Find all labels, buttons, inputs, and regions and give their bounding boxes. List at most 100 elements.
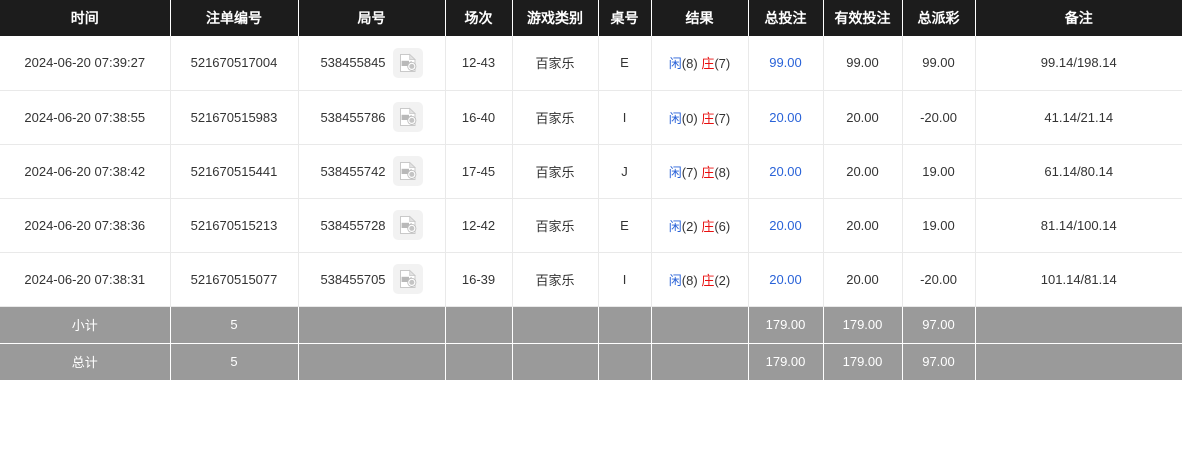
cell-valid-bet: 20.00 xyxy=(823,90,903,145)
result-banker-value: (2) xyxy=(714,272,731,288)
result-player-value: (8) xyxy=(681,56,698,72)
cell-result: 闲(8) 庄(7) xyxy=(651,36,749,91)
cell-remark: 81.14/100.14 xyxy=(975,198,1182,253)
summary-empty-result xyxy=(651,306,749,344)
cell-valid-bet: 20.00 xyxy=(823,252,903,307)
cell-time: 2024-06-20 07:38:36 xyxy=(0,198,171,253)
cell-time: 2024-06-20 07:38:31 xyxy=(0,252,171,307)
cell-total-payout: 19.00 xyxy=(902,144,976,199)
column-header-round_no[interactable]: 局号 xyxy=(298,0,446,36)
summary-label: 总计 xyxy=(0,343,171,380)
column-header-table_no[interactable]: 桌号 xyxy=(598,0,652,36)
total-bet-link[interactable]: 20.00 xyxy=(769,217,802,233)
column-header-result[interactable]: 结果 xyxy=(651,0,749,36)
table-row: 2024-06-20 07:38:36 521670515213 538455728… xyxy=(0,198,1182,253)
video-file-icon[interactable] xyxy=(392,264,423,294)
cell-table-no: E xyxy=(598,36,652,91)
cell-session: 16-39 xyxy=(445,252,513,307)
summary-total-bet: 179.00 xyxy=(748,306,824,344)
summary-empty-game-type xyxy=(512,343,599,380)
cell-table-no: J xyxy=(598,144,652,199)
summary-empty-table-no xyxy=(598,343,652,380)
summary-label: 小计 xyxy=(0,306,171,344)
video-file-icon[interactable] xyxy=(392,210,423,240)
table-header-row: 时间 注单编号 局号 场次 游戏类别 桌号 结果 总投注 有效投注 总派彩 备注 xyxy=(0,0,1182,36)
bet-history-table: 时间 注单编号 局号 场次 游戏类别 桌号 结果 总投注 有效投注 总派彩 备注 2024-06-2… xyxy=(0,0,1182,380)
result-banker-value: (6) xyxy=(714,218,731,234)
cell-result: 闲(7) 庄(8) xyxy=(651,144,749,199)
cell-remark: 101.14/81.14 xyxy=(975,252,1182,307)
column-header-valid_bet[interactable]: 有效投注 xyxy=(823,0,903,36)
cell-valid-bet: 20.00 xyxy=(823,198,903,253)
table-row: 2024-06-20 07:38:55 521670515983 538455786… xyxy=(0,90,1182,145)
cell-game-type: 百家乐 xyxy=(512,252,599,307)
result-player-label: 闲 xyxy=(668,56,682,72)
summary-total-payout: 97.00 xyxy=(902,306,976,344)
summary-empty-table-no xyxy=(598,306,652,344)
result-banker-value: (7) xyxy=(714,56,731,72)
result-banker-label: 庄 xyxy=(701,272,715,288)
cell-total-bet[interactable]: 99.00 xyxy=(748,36,824,91)
cell-game-type: 百家乐 xyxy=(512,36,599,91)
cell-session: 16-40 xyxy=(445,90,513,145)
summary-valid-bet: 179.00 xyxy=(823,306,903,344)
table-header: 时间 注单编号 局号 场次 游戏类别 桌号 结果 总投注 有效投注 总派彩 备注 xyxy=(0,0,1182,36)
cell-total-payout: -20.00 xyxy=(902,252,976,307)
cell-round-no: 538455845 xyxy=(298,36,446,91)
summary-count: 5 xyxy=(170,306,299,344)
column-header-order_no[interactable]: 注单编号 xyxy=(170,0,299,36)
cell-total-bet[interactable]: 20.00 xyxy=(748,144,824,199)
cell-game-type: 百家乐 xyxy=(512,90,599,145)
video-file-icon[interactable] xyxy=(392,47,423,78)
cell-total-bet[interactable]: 20.00 xyxy=(748,252,824,307)
cell-valid-bet: 99.00 xyxy=(823,36,903,91)
cell-total-bet[interactable]: 20.00 xyxy=(748,198,824,253)
cell-time: 2024-06-20 07:38:42 xyxy=(0,144,171,199)
cell-round-no: 538455786 xyxy=(298,90,446,145)
round-no-wrapper: 538455742 xyxy=(303,156,441,186)
result-banker-label: 庄 xyxy=(701,56,715,72)
table-row: 2024-06-20 07:39:27 521670517004 538455845… xyxy=(0,36,1182,91)
cell-remark: 41.14/21.14 xyxy=(975,90,1182,145)
result-player-label: 闲 xyxy=(668,110,682,126)
cell-session: 17-45 xyxy=(445,144,513,199)
cell-table-no: I xyxy=(598,252,652,307)
summary-valid-bet: 179.00 xyxy=(823,343,903,380)
result-player-label: 闲 xyxy=(668,218,682,234)
summary-empty-round xyxy=(298,306,446,344)
column-header-total_bet[interactable]: 总投注 xyxy=(748,0,824,36)
column-header-game_type[interactable]: 游戏类别 xyxy=(512,0,599,36)
result-banker-label: 庄 xyxy=(701,218,715,234)
cell-session: 12-42 xyxy=(445,198,513,253)
round-no-text: 538455742 xyxy=(320,163,386,179)
result-player-value: (2) xyxy=(681,218,698,234)
result-banker-label: 庄 xyxy=(701,110,715,126)
round-no-text: 538455728 xyxy=(320,217,386,233)
column-header-session[interactable]: 场次 xyxy=(445,0,513,36)
video-file-icon[interactable] xyxy=(392,156,423,186)
column-header-time[interactable]: 时间 xyxy=(0,0,171,36)
total-bet-link[interactable]: 20.00 xyxy=(769,163,802,179)
cell-session: 12-43 xyxy=(445,36,513,91)
result-player-label: 闲 xyxy=(668,272,682,288)
cell-table-no: I xyxy=(598,90,652,145)
cell-total-bet[interactable]: 20.00 xyxy=(748,90,824,145)
total-bet-link[interactable]: 99.00 xyxy=(769,55,802,71)
summary-empty-session xyxy=(445,306,513,344)
video-file-icon[interactable] xyxy=(392,102,423,132)
column-header-remark[interactable]: 备注 xyxy=(975,0,1182,36)
round-no-wrapper: 538455845 xyxy=(303,47,441,78)
summary-count: 5 xyxy=(170,343,299,380)
total-bet-link[interactable]: 20.00 xyxy=(769,109,802,125)
cell-time: 2024-06-20 07:39:27 xyxy=(0,36,171,91)
cell-game-type: 百家乐 xyxy=(512,144,599,199)
cell-order-no: 521670515213 xyxy=(170,198,299,253)
result-banker-value: (8) xyxy=(714,164,731,180)
cell-round-no: 538455742 xyxy=(298,144,446,199)
column-header-total_payout[interactable]: 总派彩 xyxy=(902,0,976,36)
cell-total-payout: 19.00 xyxy=(902,198,976,253)
total-bet-link[interactable]: 20.00 xyxy=(769,271,802,287)
result-player-value: (8) xyxy=(681,272,698,288)
cell-remark: 61.14/80.14 xyxy=(975,144,1182,199)
